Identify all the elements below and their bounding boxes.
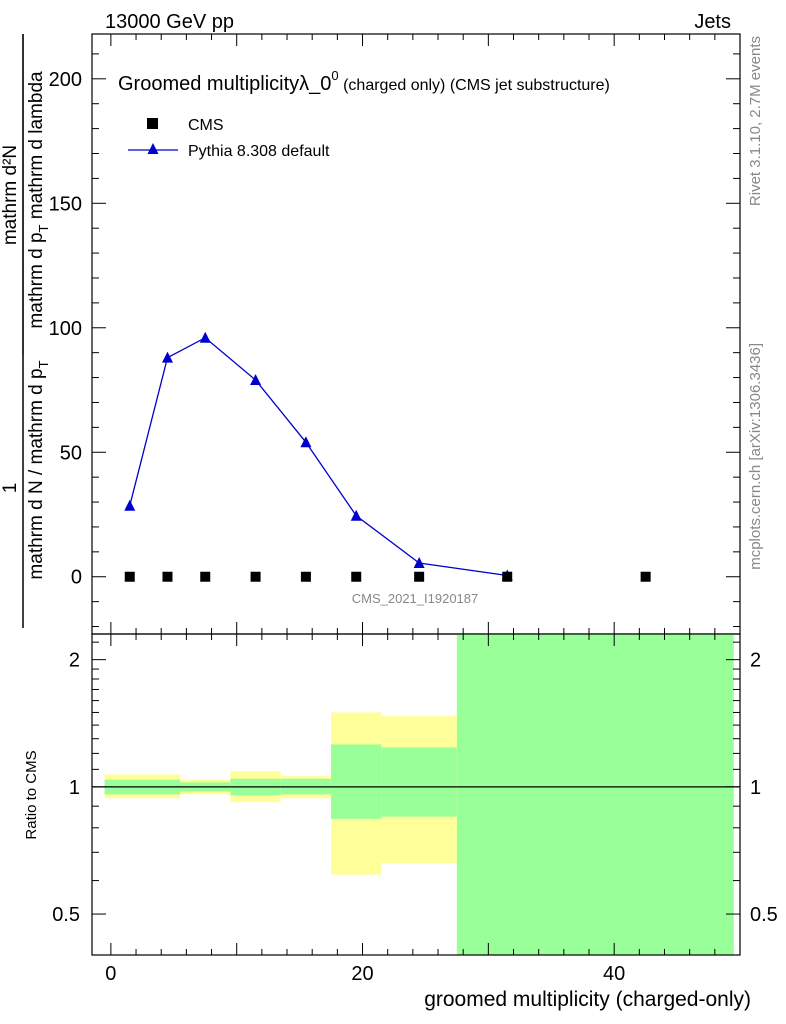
pythia-point-4 <box>300 436 312 448</box>
ylabel-norm: mathrm d N / mathrm d pT <box>26 360 51 579</box>
pythia-point-5 <box>350 509 362 521</box>
main-axis-ticks <box>92 34 741 634</box>
main-y-tick-labels: 0 50 100 150 200 <box>49 69 82 589</box>
mcplots-label: mcplots.cern.ch [arXiv:1306.3436] <box>747 343 764 570</box>
ratio-y-tick-label-right: 2 <box>750 650 761 672</box>
cms-point-2 <box>200 571 211 582</box>
cms-point-8 <box>640 571 651 582</box>
plot-title: Groomed multiplicityλ_00 (charged only) … <box>118 68 610 95</box>
main-series-layer <box>124 331 651 582</box>
ylabel-denominator: mathrm d pT mathrm d lambda <box>26 71 51 329</box>
ratio-y-tick-label-right: 1 <box>750 777 761 799</box>
ratio-y-tick-label-left: 0.5 <box>52 904 80 926</box>
x-tick-label: 0 <box>105 963 116 985</box>
cms-point-0 <box>124 571 135 582</box>
ylabel-numerator: mathrm d²N <box>0 145 21 245</box>
main-y-tick-label: 50 <box>60 442 82 464</box>
pythia-point-3 <box>250 374 262 386</box>
legend-pythia-marker <box>147 143 159 154</box>
main-y-tick-label: 100 <box>49 318 82 340</box>
x-axis-label: groomed multiplicity (charged-only) <box>424 988 751 1011</box>
rivet-label: Rivet 3.1.10, 2.7M events <box>747 36 764 206</box>
cms-point-5 <box>351 571 362 582</box>
ratio-plot-frame <box>91 633 741 956</box>
ylabel-prefactor: 1 <box>0 483 21 494</box>
main-y-tick-label: 150 <box>49 193 82 215</box>
main-y-tick-label: 0 <box>71 567 82 589</box>
ratio-axis-ticks <box>92 634 741 956</box>
ratio-bands-layer <box>104 634 734 955</box>
ratio-y-tick-label-right: 0.5 <box>750 904 778 926</box>
ratio-y-axis-label: Ratio to CMS <box>23 750 40 839</box>
main-y-tick-label: 200 <box>49 69 82 91</box>
ratio-y-tick-label-left: 1 <box>69 777 80 799</box>
legend: CMS Pythia 8.308 default <box>128 117 330 160</box>
x-tick-label: 40 <box>603 963 625 985</box>
pythia-point-1 <box>161 351 173 363</box>
legend-cms-marker <box>147 118 158 129</box>
main-y-axis-label: 1 mathrm d N / mathrm d pT mathrm d²N ma… <box>0 34 51 628</box>
x-tick-label: 20 <box>351 963 373 985</box>
x-tick-labels: 0 20 40 <box>105 963 625 985</box>
ratio-stat-band-5 <box>381 747 457 817</box>
cms-point-7 <box>502 571 513 582</box>
pythia-point-2 <box>199 331 211 343</box>
pythia-line <box>129 336 508 577</box>
analysis-watermark: CMS_2021_I1920187 <box>352 591 479 606</box>
header-right: Jets <box>694 11 731 33</box>
cms-point-3 <box>250 571 261 582</box>
header-left: 13000 GeV pp <box>105 11 234 33</box>
ratio-stat-band-4 <box>331 744 382 819</box>
pythia-point-0 <box>124 499 136 511</box>
ratio-y-tick-label-left: 2 <box>69 650 80 672</box>
legend-cms-label: CMS <box>188 117 224 134</box>
cms-point-1 <box>162 571 173 582</box>
ratio-y-tick-labels: 0.5 0.5 1 1 2 2 <box>52 650 778 926</box>
cms-point-4 <box>300 571 311 582</box>
cms-point-6 <box>414 571 425 582</box>
ratio-stat-band-6 <box>456 634 734 955</box>
legend-pythia-label: Pythia 8.308 default <box>188 143 330 160</box>
pythia-point-6 <box>413 557 425 569</box>
